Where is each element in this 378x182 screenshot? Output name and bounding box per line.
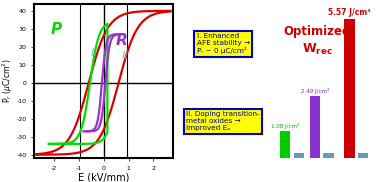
Text: Optimized: Optimized bbox=[284, 25, 351, 38]
Text: $\mathbf{W_{rec}}$: $\mathbf{W_{rec}}$ bbox=[302, 42, 333, 57]
Text: P: P bbox=[50, 22, 61, 37]
Bar bbox=[344, 19, 355, 158]
Text: II. Doping transition-
metal oxides →
Improved Eₐ: II. Doping transition- metal oxides → Im… bbox=[186, 111, 260, 131]
Y-axis label: P$_r$ ($\mu$C/cm$^2$): P$_r$ ($\mu$C/cm$^2$) bbox=[0, 58, 15, 104]
Text: 1.08 J/cm³: 1.08 J/cm³ bbox=[271, 123, 299, 129]
Text: 2.49 J/cm³: 2.49 J/cm³ bbox=[301, 88, 329, 94]
X-axis label: E (kV/mm): E (kV/mm) bbox=[78, 172, 129, 182]
Text: I. Enhanced
AFE stability →
Pᵣ ~ 0 μC/cm²: I. Enhanced AFE stability → Pᵣ ~ 0 μC/cm… bbox=[197, 33, 250, 54]
Text: II: II bbox=[122, 51, 128, 61]
Bar bbox=[310, 96, 320, 158]
Bar bbox=[294, 153, 304, 158]
Text: I: I bbox=[91, 48, 94, 58]
Bar bbox=[323, 153, 334, 158]
Text: R: R bbox=[116, 33, 127, 48]
Text: 5.57 J/cm³: 5.57 J/cm³ bbox=[328, 8, 371, 17]
Bar bbox=[358, 153, 368, 158]
Bar bbox=[280, 131, 290, 158]
